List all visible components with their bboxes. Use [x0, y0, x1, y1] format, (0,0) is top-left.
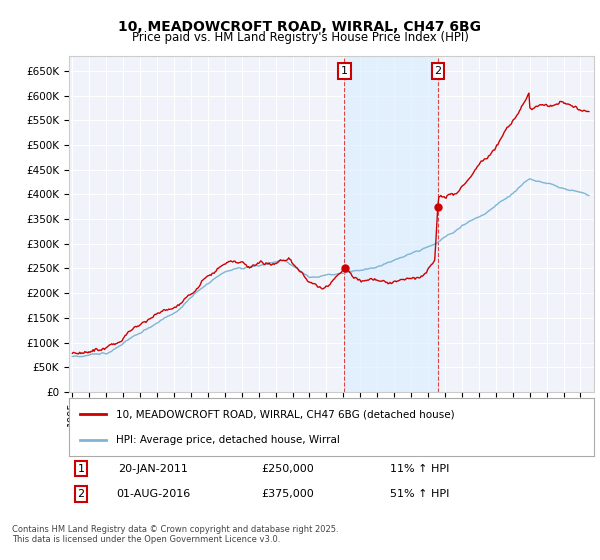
Text: 10, MEADOWCROFT ROAD, WIRRAL, CH47 6BG (detached house): 10, MEADOWCROFT ROAD, WIRRAL, CH47 6BG (…: [116, 409, 455, 419]
Text: 1: 1: [77, 464, 85, 474]
Text: Price paid vs. HM Land Registry's House Price Index (HPI): Price paid vs. HM Land Registry's House …: [131, 31, 469, 44]
Text: HPI: Average price, detached house, Wirral: HPI: Average price, detached house, Wirr…: [116, 435, 340, 445]
Text: 11% ↑ HPI: 11% ↑ HPI: [391, 464, 449, 474]
Text: 2: 2: [434, 66, 442, 76]
Bar: [344, 56, 438, 392]
Text: £250,000: £250,000: [262, 464, 314, 474]
Text: 2: 2: [77, 489, 85, 499]
Text: 01-AUG-2016: 01-AUG-2016: [116, 489, 190, 499]
Text: 10, MEADOWCROFT ROAD, WIRRAL, CH47 6BG: 10, MEADOWCROFT ROAD, WIRRAL, CH47 6BG: [119, 20, 482, 34]
Text: 1: 1: [341, 66, 348, 76]
Text: £375,000: £375,000: [262, 489, 314, 499]
Text: 20-JAN-2011: 20-JAN-2011: [118, 464, 188, 474]
Text: Contains HM Land Registry data © Crown copyright and database right 2025.
This d: Contains HM Land Registry data © Crown c…: [12, 525, 338, 544]
Text: 51% ↑ HPI: 51% ↑ HPI: [391, 489, 449, 499]
